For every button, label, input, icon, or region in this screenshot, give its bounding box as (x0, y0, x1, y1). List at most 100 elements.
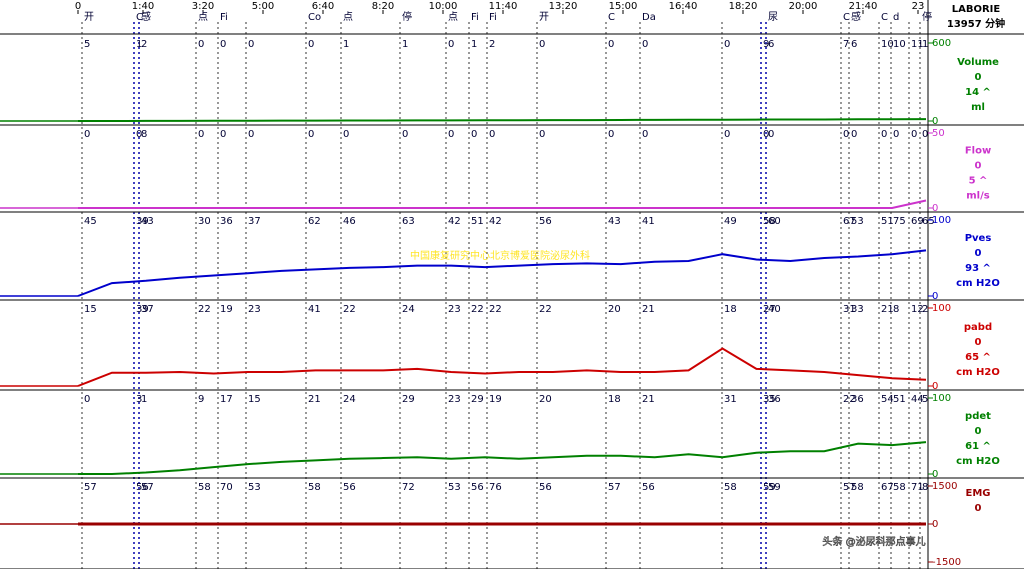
event-value: 0 (922, 129, 928, 140)
event-value: 35 (763, 394, 776, 405)
event-value: 20 (539, 394, 552, 405)
event-value: 54 (881, 394, 894, 405)
event-value: 10 (881, 39, 894, 50)
event-value: 0 (84, 394, 90, 405)
event-value: 57 (141, 482, 154, 493)
event-value: 36 (768, 394, 781, 405)
channel-name: pdet (965, 411, 991, 422)
event-value: 9 (198, 394, 204, 405)
event-value: 22 (489, 304, 502, 315)
event-value: 20 (608, 304, 621, 315)
event-value: 41 (308, 304, 321, 315)
event-label: 停 (922, 10, 932, 23)
event-value: 75 (893, 216, 906, 227)
event-value: 0 (308, 129, 314, 140)
event-value: 0 (248, 39, 254, 50)
event-value: 46 (343, 216, 356, 227)
event-value: 53 (851, 216, 864, 227)
event-value: 59 (768, 482, 781, 493)
event-label: Co (308, 12, 321, 23)
event-value: 0 (489, 129, 495, 140)
event-label: C (608, 12, 615, 23)
channel-zero: 0 (975, 248, 982, 259)
time-label: 21:40 (849, 1, 878, 12)
trace (77, 249, 927, 297)
event-value: 9 (763, 39, 769, 50)
event-value: 58 (724, 482, 737, 493)
event-value: 12 (911, 304, 924, 315)
event-label: Fi (471, 12, 479, 23)
event-value: 69 (911, 216, 924, 227)
event-value: 43 (141, 216, 154, 227)
event-label: Fi (489, 12, 497, 23)
event-value: 0 (642, 39, 648, 50)
event-value: 29 (471, 394, 484, 405)
event-value: 0 (198, 39, 204, 50)
channel-unit: cm H2O (956, 456, 1000, 467)
time-label: 0 (75, 1, 81, 12)
event-value: 0 (448, 39, 454, 50)
event-value: 57 (84, 482, 97, 493)
event-value: 58 (851, 482, 864, 493)
event-value: 37 (248, 216, 261, 227)
event-value: 56 (136, 482, 149, 493)
event-value: 41 (642, 216, 655, 227)
event-value: 62 (308, 216, 321, 227)
event-value: 6 (851, 39, 857, 50)
event-label: Fi (220, 12, 228, 23)
event-value: 22 (343, 304, 356, 315)
event-value: 0 (220, 129, 226, 140)
channel-zero: 0 (975, 426, 982, 437)
event-value: 23 (248, 304, 261, 315)
event-value: 31 (843, 304, 856, 315)
event-value: 0 (448, 129, 454, 140)
event-value: 58 (308, 482, 321, 493)
watermark: 中国康复研究中心北京博爱医院泌尿外科 (410, 249, 590, 262)
scale-label: 100 (932, 393, 951, 404)
event-value: 51 (893, 394, 906, 405)
event-value: 0 (539, 39, 545, 50)
event-value: 0 (343, 129, 349, 140)
event-value: 57 (608, 482, 621, 493)
event-value: 72 (402, 482, 415, 493)
event-value: 0 (84, 129, 90, 140)
event-value: 0 (911, 129, 917, 140)
event-value: 17 (220, 394, 233, 405)
event-value: 0 (642, 129, 648, 140)
event-value: 58 (198, 482, 211, 493)
event-label: C (881, 12, 888, 23)
event-value: 0 (768, 129, 774, 140)
event-label: C (843, 12, 850, 23)
event-value: 39 (136, 216, 149, 227)
event-value: 36 (220, 216, 233, 227)
event-label: 停 (402, 10, 412, 23)
time-label: 20:00 (789, 1, 818, 12)
channel-name: Pves (965, 233, 992, 244)
event-value: 31 (724, 394, 737, 405)
time-label: 8:20 (372, 1, 394, 12)
scale-label: 100 (932, 215, 951, 226)
event-value: 60 (768, 216, 781, 227)
event-value: 1 (402, 39, 408, 50)
event-value: 58 (763, 216, 776, 227)
scale-label: 100 (932, 303, 951, 314)
event-value: 65 (922, 216, 935, 227)
event-value: 58 (893, 482, 906, 493)
event-value: 11 (911, 39, 924, 50)
event-value: 0 (539, 129, 545, 140)
event-value: 1 (141, 394, 147, 405)
event-label: 点 (343, 11, 353, 23)
event-value: 8 (141, 129, 147, 140)
scale-label: 0 (932, 381, 938, 392)
channel-reading: 5 ^ (969, 176, 988, 187)
time-label: 6:40 (312, 1, 334, 12)
scale-label: 600 (932, 38, 951, 49)
event-value: 63 (402, 216, 415, 227)
event-value: 0 (198, 129, 204, 140)
channel-name: Volume (957, 57, 999, 68)
event-value: 51 (471, 216, 484, 227)
time-label: 23 (912, 1, 925, 12)
event-value: 23 (448, 304, 461, 315)
event-value: 0 (724, 129, 730, 140)
